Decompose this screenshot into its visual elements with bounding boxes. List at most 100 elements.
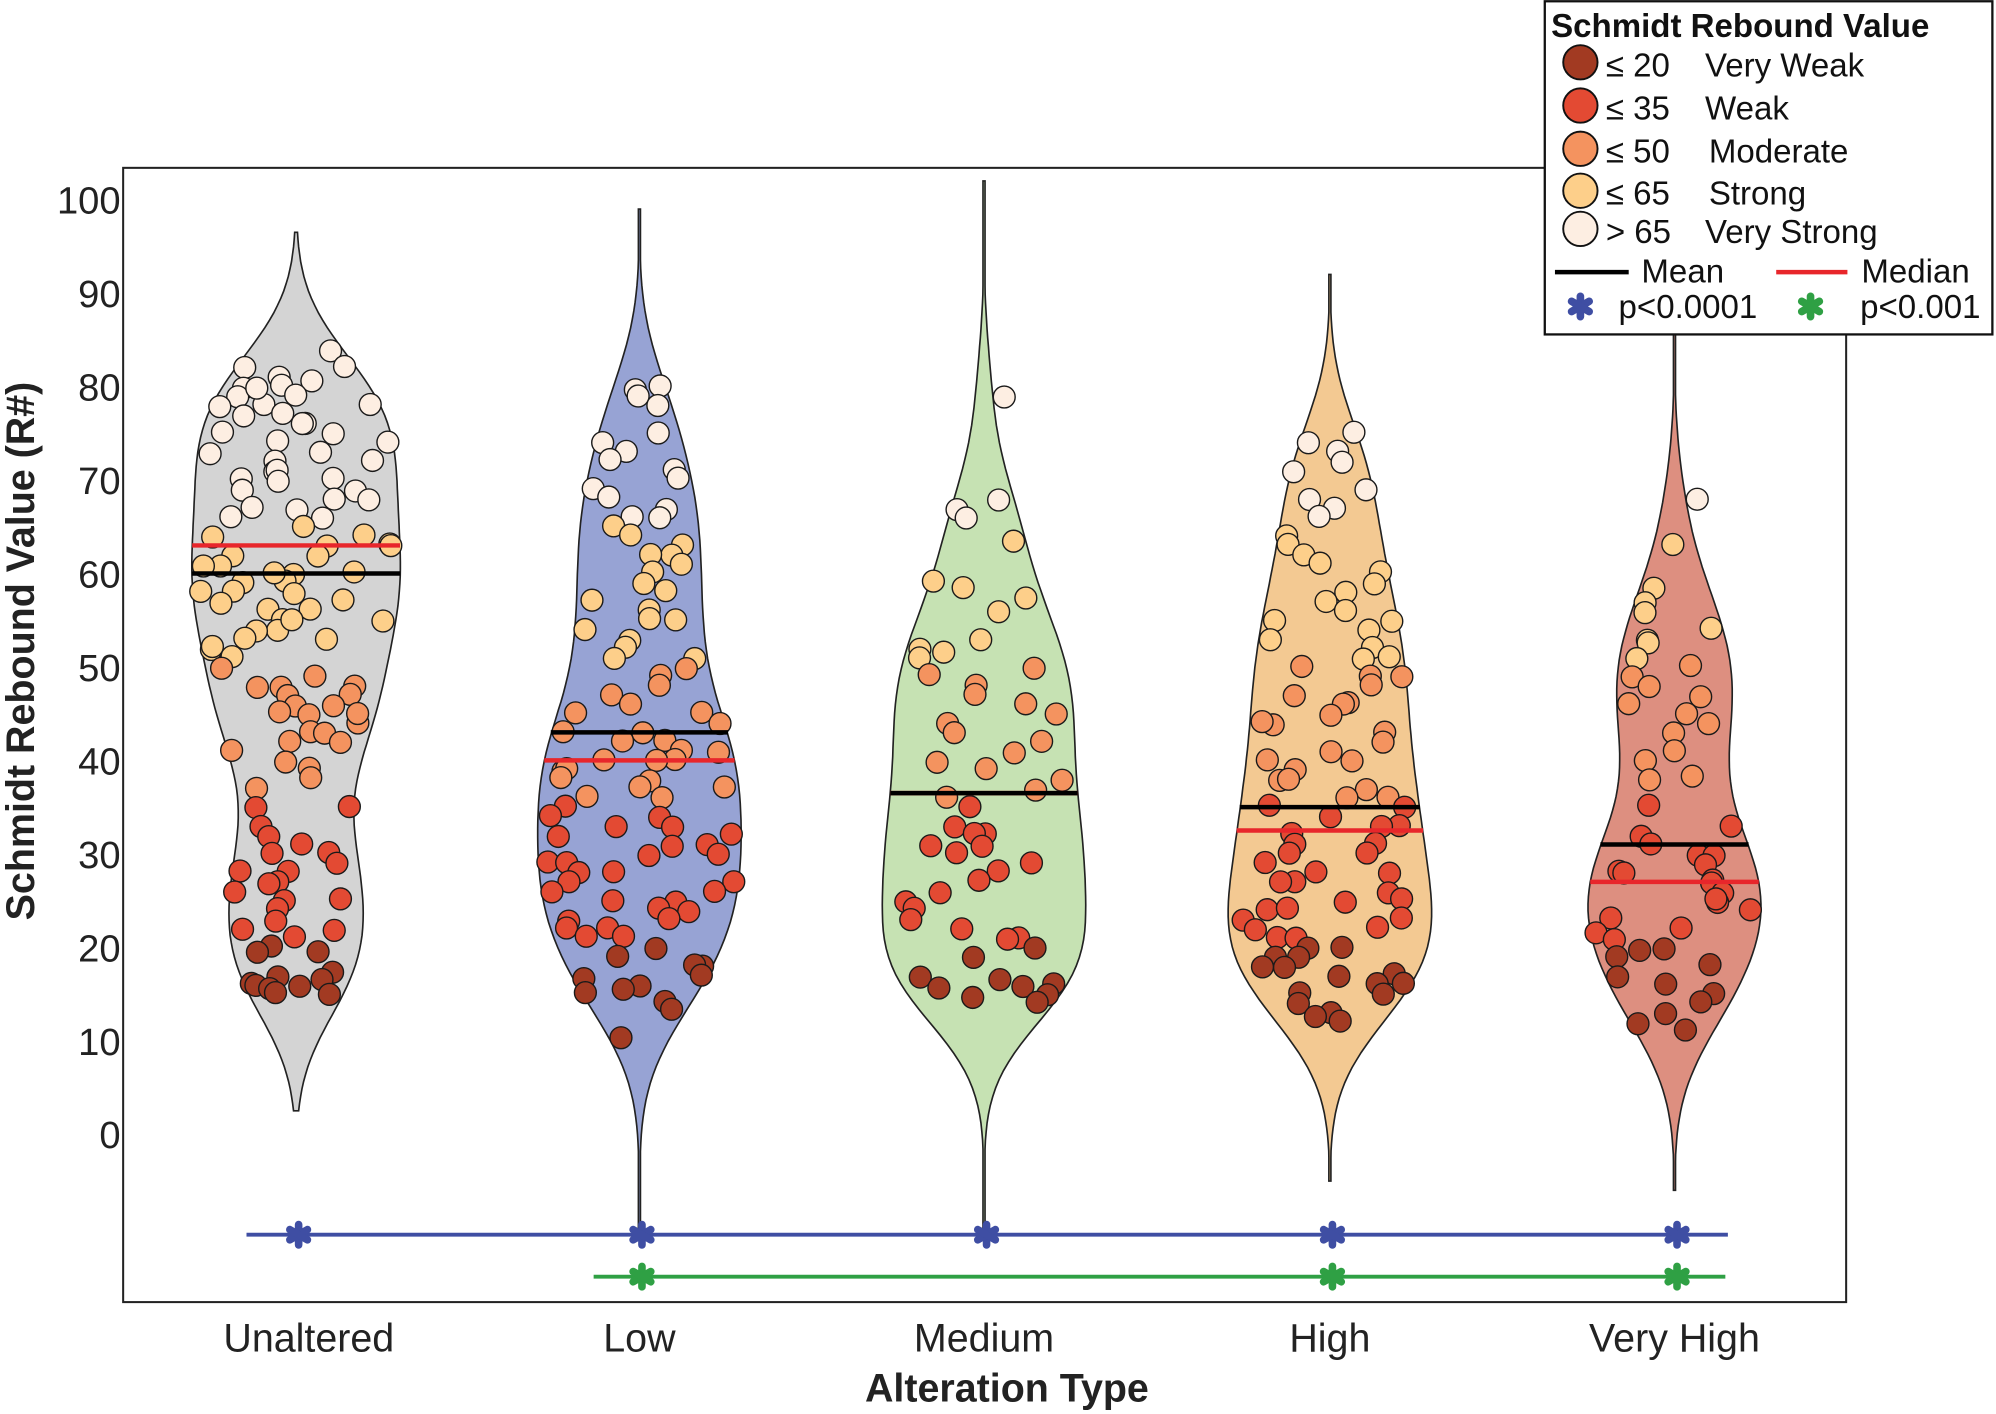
- data-point: [210, 420, 235, 444]
- x-axis-title: Alteration Type: [865, 1366, 1149, 1410]
- data-point: [554, 916, 579, 940]
- data-point: [228, 859, 252, 883]
- legend-threshold: ≤ 65: [1606, 176, 1670, 213]
- data-point: [1680, 764, 1704, 788]
- data-point: [1355, 841, 1379, 865]
- data-point: [1359, 673, 1383, 697]
- data-point: [299, 766, 323, 790]
- data-point: [573, 980, 598, 1005]
- data-point: [1255, 748, 1279, 772]
- data-point: [1704, 887, 1728, 911]
- data-point: [1307, 504, 1331, 529]
- x-tick-label: Medium: [914, 1317, 1054, 1361]
- data-point: [1661, 532, 1685, 557]
- y-tick-label: 10: [78, 1021, 120, 1064]
- data-point: [943, 815, 967, 839]
- legend-title: Schmidt Rebound Value: [1551, 8, 1929, 45]
- data-point: [611, 977, 635, 1001]
- data-point: [233, 355, 257, 380]
- data-point: [951, 575, 975, 600]
- data-point: [646, 421, 670, 445]
- data-point: [995, 927, 1020, 951]
- data-point: [942, 721, 966, 745]
- data-point: [308, 440, 333, 464]
- data-point: [899, 907, 923, 932]
- data-point: [1303, 1004, 1328, 1029]
- data-point: [987, 488, 1011, 512]
- data-point: [358, 392, 382, 417]
- data-point: [1250, 709, 1274, 734]
- data-point: [1314, 589, 1338, 614]
- axes: 0 10 20 30 40 50 60 70 80 90 100 Unaltered Low Medium…: [57, 180, 1760, 1361]
- data-point: [563, 701, 588, 725]
- data-point: [1362, 572, 1387, 596]
- significance-star-icon: [1664, 1220, 1690, 1249]
- data-point: [657, 906, 681, 931]
- data-point: [198, 442, 222, 466]
- legend-swatch: [1562, 87, 1599, 124]
- data-point: [303, 664, 327, 688]
- data-point: [1319, 740, 1343, 764]
- data-point: [322, 918, 346, 943]
- data-point: [626, 384, 650, 408]
- data-point: [549, 765, 573, 790]
- y-tick-label: 20: [78, 927, 120, 970]
- data-point: [332, 354, 357, 379]
- data-point: [575, 784, 599, 809]
- data-point: [1333, 890, 1357, 914]
- data-point: [245, 675, 270, 700]
- data-point: [969, 628, 993, 652]
- data-point: [230, 917, 255, 941]
- data-point: [987, 600, 1011, 624]
- data-point: [601, 889, 625, 913]
- significance-star-icon: [1319, 1262, 1346, 1291]
- data-point: [706, 740, 731, 764]
- data-point: [314, 627, 339, 651]
- data-point: [1025, 990, 1049, 1014]
- y-tick-label: 80: [78, 367, 120, 410]
- data-point: [632, 571, 656, 596]
- data-point: [611, 924, 636, 948]
- y-tick-label: 70: [78, 460, 120, 503]
- data-point: [1380, 609, 1404, 633]
- data-point: [702, 879, 727, 904]
- data-point: [1626, 1012, 1650, 1036]
- data-point: [325, 851, 349, 875]
- data-point: [599, 683, 624, 707]
- data-point: [1282, 684, 1306, 708]
- data-point: [961, 945, 986, 970]
- data-point: [1685, 487, 1709, 511]
- data-point: [1286, 991, 1310, 1016]
- data-point: [618, 692, 643, 716]
- data-point: [908, 965, 932, 989]
- data-point: [1243, 918, 1268, 942]
- data-point: [1001, 529, 1026, 553]
- data-point: [1304, 860, 1328, 884]
- data-point: [646, 393, 670, 418]
- legend-threshold: ≤ 50: [1606, 134, 1670, 171]
- data-point: [944, 841, 969, 865]
- data-point: [232, 404, 256, 428]
- data-point: [331, 588, 355, 612]
- data-point: [1250, 955, 1275, 979]
- data-point: [650, 786, 674, 810]
- data-point: [1340, 749, 1364, 773]
- data-point: [1699, 616, 1723, 640]
- data-point: [604, 815, 628, 839]
- data-point: [282, 581, 306, 606]
- data-point: [538, 803, 563, 828]
- data-point: [963, 682, 987, 707]
- data-point: [271, 401, 295, 426]
- data-point: [1633, 601, 1657, 625]
- data-point: [1689, 685, 1713, 709]
- data-point: [240, 495, 264, 519]
- data-point: [928, 881, 952, 905]
- data-point: [1354, 478, 1378, 502]
- legend-box: [1543, 0, 1994, 336]
- data-point: [647, 673, 672, 697]
- data-point: [1050, 768, 1074, 792]
- data-point: [690, 700, 714, 724]
- data-point: [376, 430, 400, 454]
- legend-mean-label: Mean: [1641, 253, 1724, 290]
